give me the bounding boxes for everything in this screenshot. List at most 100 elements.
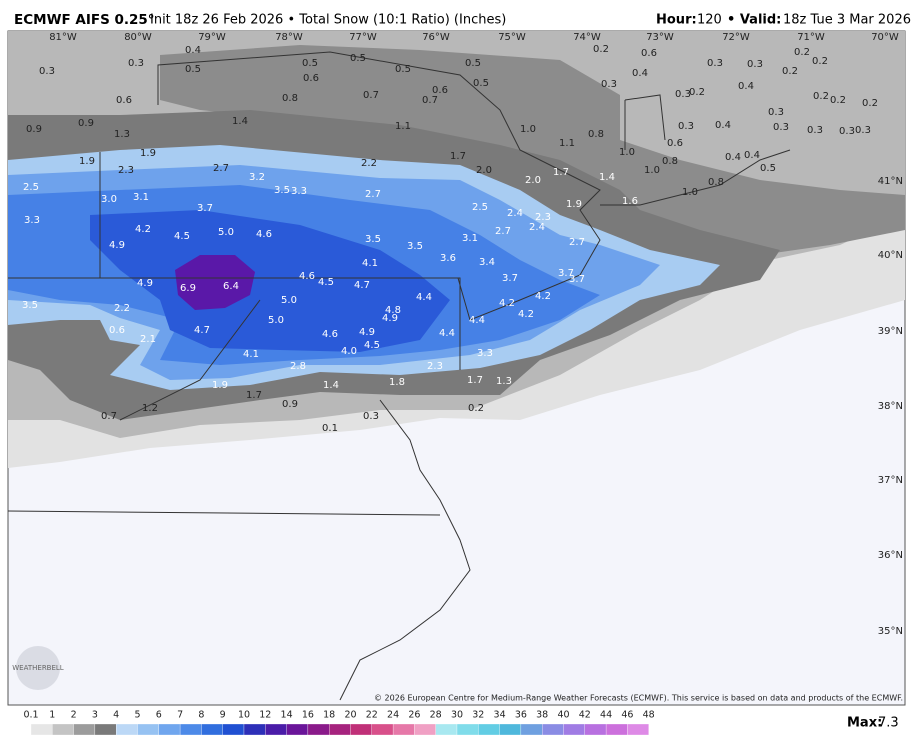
colorbar-label: 8 — [198, 710, 204, 721]
lat-label: 35°N — [878, 626, 903, 637]
colorbar-swatch — [350, 723, 372, 736]
value-label: 0.4 — [738, 81, 754, 92]
value-label: 1.4 — [599, 172, 615, 183]
hour-label: Hour: — [656, 13, 697, 28]
colorbar-swatch — [563, 723, 585, 736]
value-label: 3.5 — [22, 300, 38, 311]
value-label: 1.7 — [246, 390, 262, 401]
shade — [90, 210, 450, 352]
max-label: Max: — [847, 716, 882, 731]
colorbar-label: 36 — [515, 710, 527, 721]
value-label: 1.4 — [323, 380, 339, 391]
value-label: 0.5 — [185, 64, 201, 75]
value-label: 0.2 — [830, 95, 846, 106]
value-label: 0.6 — [303, 73, 319, 84]
lat-label: 39°N — [878, 326, 903, 337]
value-label: 4.7 — [194, 325, 210, 336]
value-label: 3.5 — [365, 234, 381, 245]
value-label: 0.4 — [185, 45, 201, 56]
value-label: 1.7 — [450, 151, 466, 162]
value-label: 0.5 — [302, 58, 318, 69]
value-label: 3.0 — [101, 194, 117, 205]
value-label: 3.1 — [462, 233, 478, 244]
colorbar-swatch — [371, 723, 394, 736]
colorbar-swatch — [30, 723, 53, 736]
description: Init 18z 26 Feb 2026 • Total Snow (10:1 … — [150, 13, 506, 28]
value-label: 2.7 — [213, 163, 229, 174]
colorbar-label: 24 — [387, 710, 399, 721]
colorbar-label: 48 — [643, 710, 655, 721]
colorbar-label: 30 — [451, 710, 463, 721]
colorbar-label: 32 — [472, 710, 484, 721]
value-label: 0.1 — [322, 423, 338, 434]
value-label: 4.4 — [439, 328, 455, 339]
colorbar-swatch — [307, 723, 330, 736]
value-label: 0.6 — [641, 48, 657, 59]
colorbar-swatch — [243, 723, 266, 736]
value-label: 1.8 — [389, 377, 405, 388]
colorbar-swatch — [456, 723, 479, 736]
value-label: 0.8 — [708, 177, 724, 188]
value-label: 0.9 — [26, 124, 42, 135]
value-label: 4.6 — [299, 271, 315, 282]
value-label: 0.5 — [350, 53, 366, 64]
colorbar-swatch — [605, 723, 628, 736]
value-label: 4.2 — [499, 298, 515, 309]
max: 7.3 — [878, 716, 899, 731]
value-label: 1.1 — [395, 121, 411, 132]
colorbar-label: 10 — [238, 710, 250, 721]
colorbar-label: 16 — [302, 710, 314, 721]
value-label: 2.0 — [476, 165, 492, 176]
colorbar-swatch — [584, 723, 607, 736]
value-label: 0.2 — [862, 98, 878, 109]
value-label: 2.1 — [140, 334, 156, 345]
colorbar-label: 40 — [557, 710, 569, 721]
value-label: 4.9 — [359, 327, 375, 338]
value-label: 3.2 — [249, 172, 265, 183]
lon-label: 72°W — [722, 32, 750, 43]
value-label: 5.0 — [268, 315, 284, 326]
lat-label: 38°N — [878, 401, 903, 412]
value-label: 1.0 — [520, 124, 536, 135]
value-label: 0.2 — [794, 47, 810, 58]
colorbar-swatch — [116, 723, 138, 736]
lon-label: 71°W — [797, 32, 825, 43]
value-label: 4.2 — [535, 291, 551, 302]
value-label: 5.0 — [281, 295, 297, 306]
value-label: 0.2 — [782, 66, 798, 77]
value-label: 4.6 — [322, 329, 338, 340]
colorbar-label: 7 — [177, 710, 183, 721]
colorbar-swatch — [414, 723, 436, 736]
value-label: 4.0 — [341, 346, 357, 357]
colorbar-swatch — [392, 723, 415, 736]
value-label: 2.2 — [361, 158, 377, 169]
value-label: 0.5 — [473, 78, 489, 89]
value-label: 4.9 — [109, 240, 125, 251]
value-label: 2.3 — [118, 165, 134, 176]
colorbar-label: 42 — [579, 710, 591, 721]
value-label: 1.4 — [232, 116, 248, 127]
colorbar-label: 22 — [366, 710, 378, 721]
colorbar-swatch — [286, 723, 309, 736]
colorbar-label: 6 — [156, 710, 162, 721]
lon-label: 76°W — [422, 32, 450, 43]
value-label: 1.3 — [496, 376, 512, 387]
value-label: 0.8 — [662, 156, 678, 167]
colorbar-label: 26 — [408, 710, 420, 721]
value-label: 1.7 — [553, 167, 569, 178]
value-label: 0.2 — [689, 87, 705, 98]
logo-mark — [16, 646, 60, 690]
value-label: 0.3 — [747, 59, 763, 70]
valid: 18z Tue 3 Mar 2026 — [783, 13, 911, 28]
value-label: 1.3 — [114, 129, 130, 140]
hour: 120 — [697, 13, 722, 28]
lon-label: 79°W — [198, 32, 226, 43]
colorbar: 0.1 1 2 3 4 5 6 7 8 9 10 12 14 16 18 20 22 24 26 28 30 32 34 36… — [23, 710, 655, 736]
value-label: 0.5 — [395, 64, 411, 75]
colorbar-label: 1 — [49, 710, 55, 721]
value-label: 0.3 — [601, 79, 617, 90]
value-label: 0.2 — [812, 56, 828, 67]
lon-label: 70°W — [871, 32, 899, 43]
colorbar-swatch — [265, 723, 287, 736]
value-label: 0.7 — [422, 95, 438, 106]
